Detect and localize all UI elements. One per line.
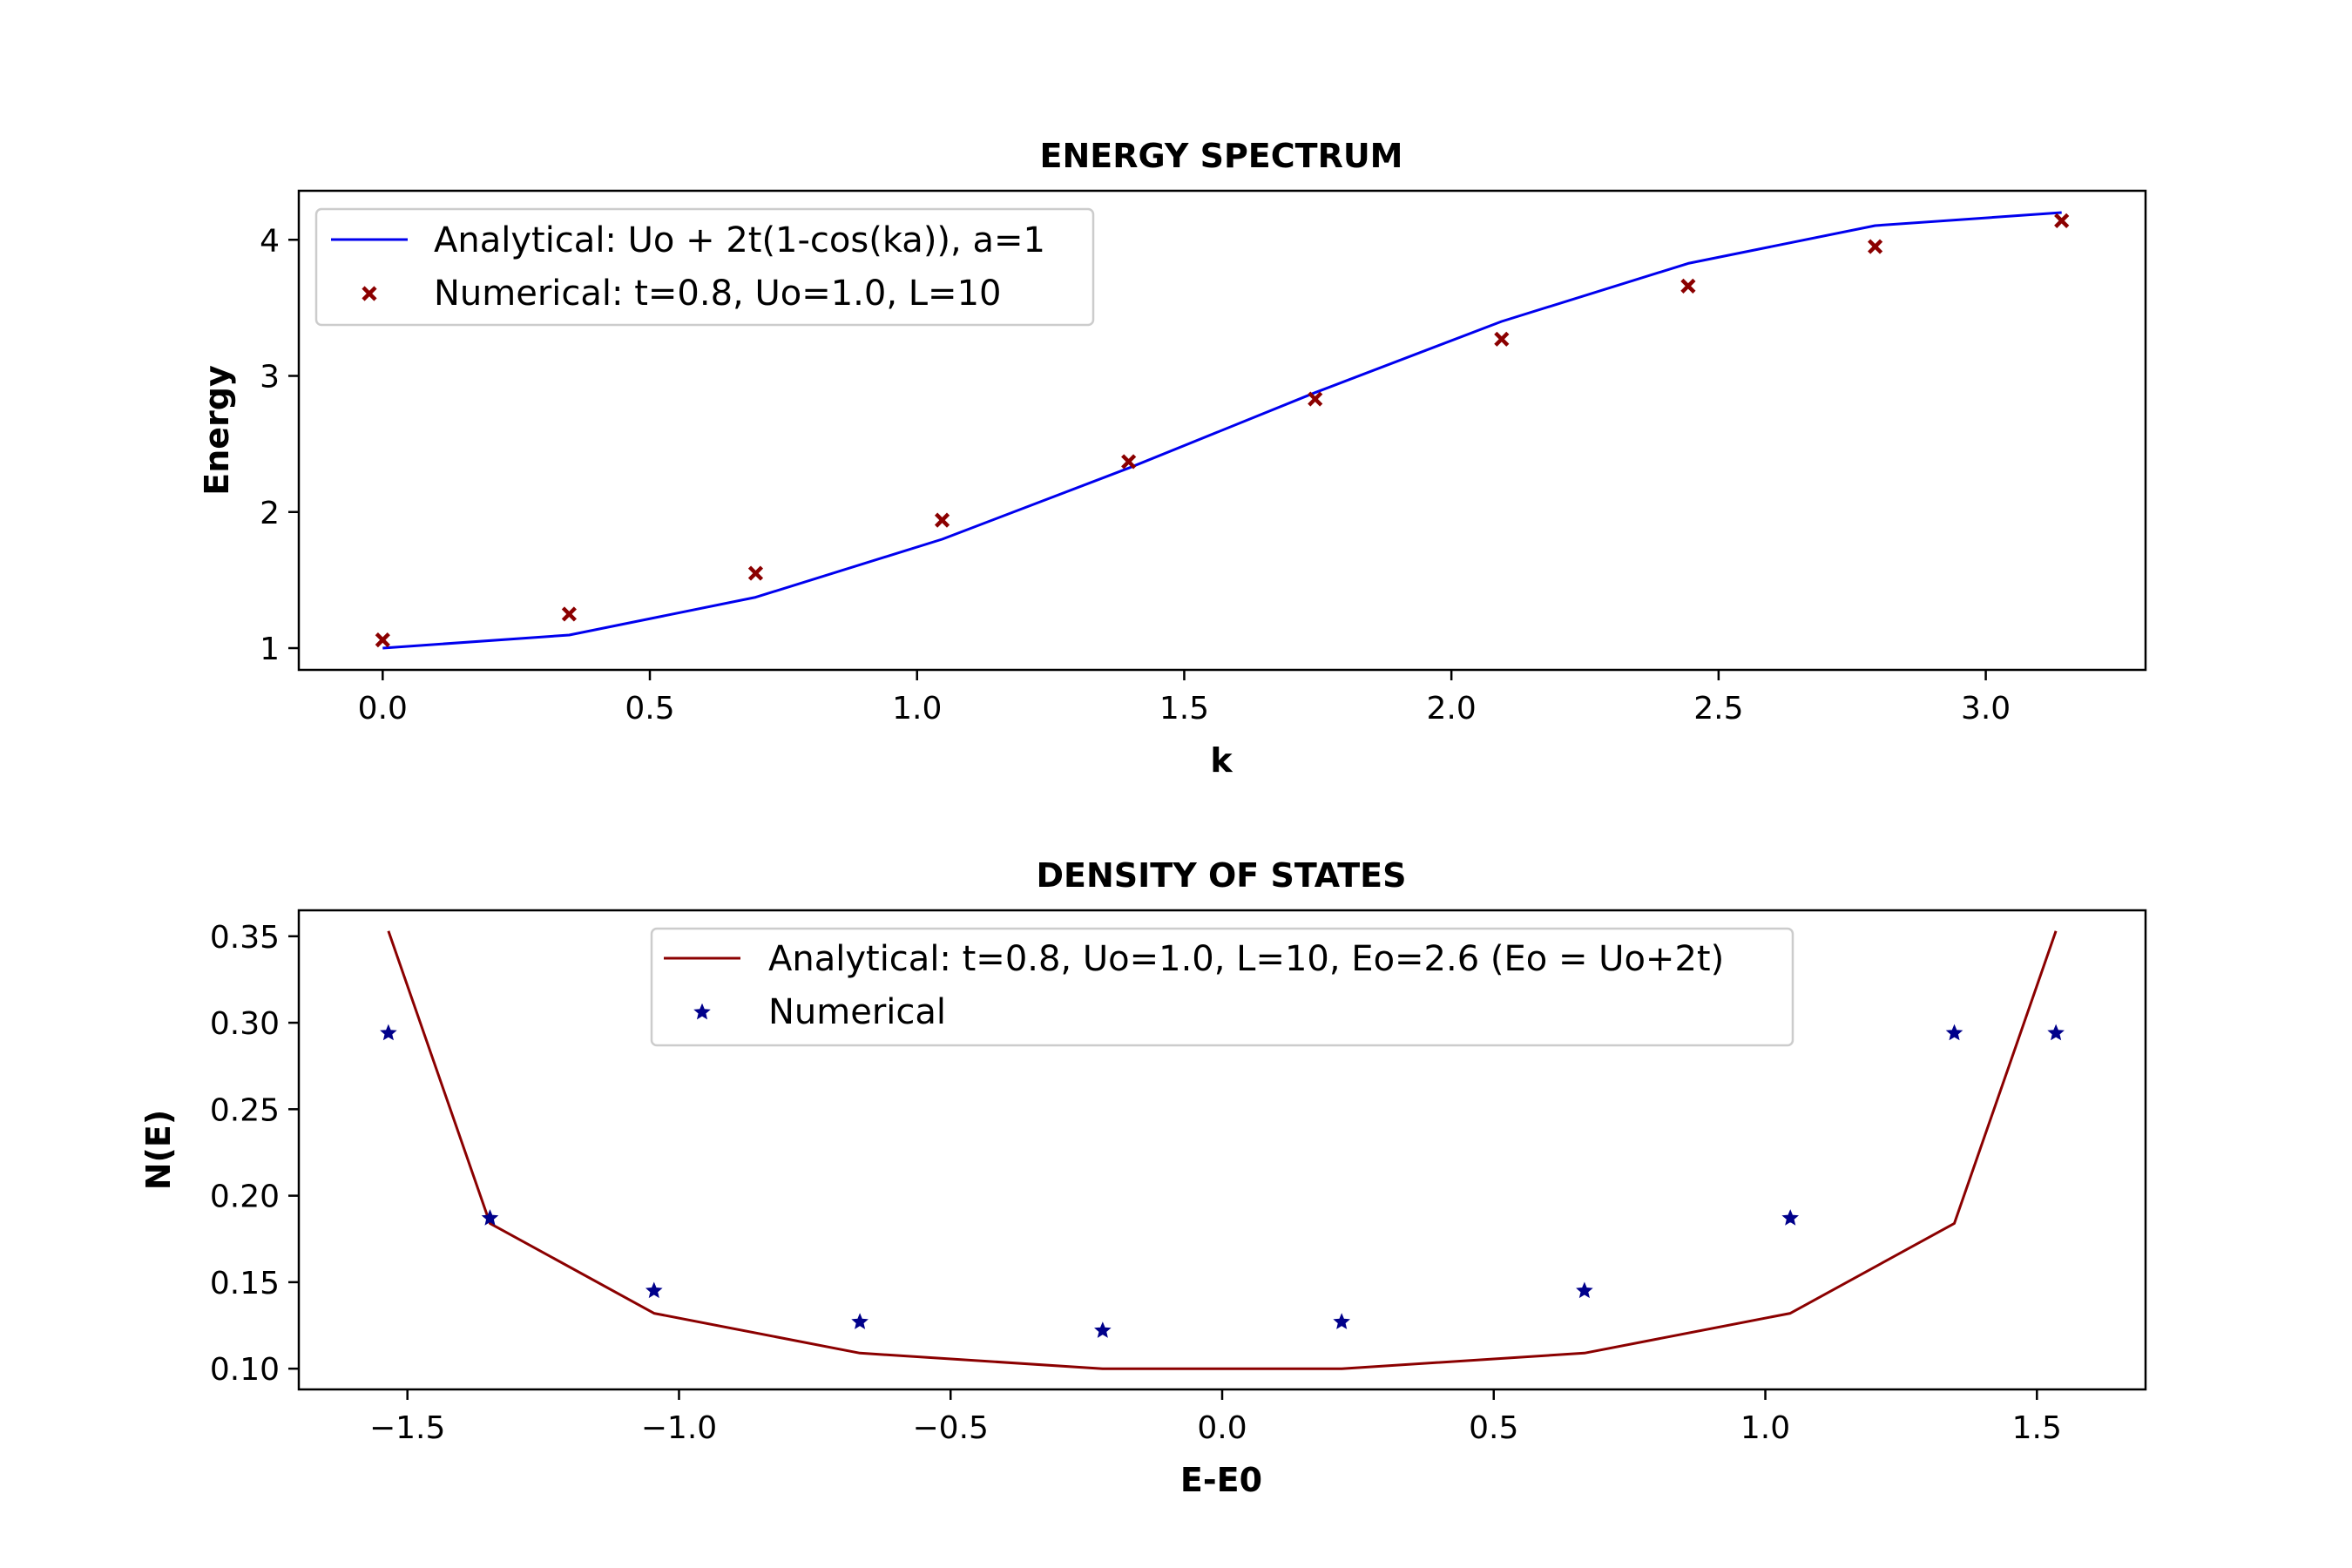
energy-xtick-label: 3.0 (1961, 691, 2011, 727)
energy-xtick-label: 0.5 (625, 691, 674, 727)
dos-ytick-label: 0.35 (210, 920, 280, 956)
energy-numerical-point (934, 512, 950, 528)
dos-analytical-series-line (387, 930, 2058, 1370)
density-of-states-xlabel: E-E0 (1180, 1461, 1262, 1499)
energy-spectrum-xlabel: k (1210, 741, 1233, 780)
energy-numerical-series (375, 213, 2070, 648)
dos-numerical-point (1576, 1281, 1593, 1299)
dos-numerical-point (645, 1281, 663, 1299)
density-of-states-plot: DENSITY OF STATES −1.5 −1.0 −0.5 0.0 0.5 1.0 1… (139, 856, 2147, 1499)
legend-dos-numerical-label: Numerical (768, 992, 946, 1032)
energy-analytical-series-line (382, 211, 2062, 650)
energy-xtick-label: 0.0 (358, 691, 408, 727)
legend-dos-analytical-label: Analytical: t=0.8, Uo=1.0, L=10, Eo=2.6 … (768, 939, 1724, 979)
energy-ytick-label: 2 (260, 496, 280, 531)
legend-analytical-label: Analytical: Uo + 2t(1-cos(ka)), a=1 (434, 220, 1045, 260)
energy-spectrum-title: ENERGY SPECTRUM (1040, 137, 1403, 175)
dos-numerical-point (481, 1209, 499, 1226)
energy-ytick-label: 3 (260, 360, 280, 395)
density-of-states-ylabel: N(E) (139, 1110, 178, 1191)
legend-numerical-x-marker (362, 286, 377, 301)
dos-xtick-label: 0.5 (1469, 1410, 1518, 1446)
dos-ytick-label: 0.25 (210, 1092, 280, 1128)
energy-numerical-point (375, 632, 390, 648)
density-of-states-legend-box (650, 927, 1794, 1047)
energy-numerical-point (1680, 278, 1696, 294)
energy-spectrum-plot: ENERGY SPECTRUM 0.0 0.5 1.0 1.5 2.0 2.5 3.0 1 2 3… (198, 137, 2147, 780)
dos-numerical-point (1781, 1209, 1800, 1226)
dos-xtick-label: −1.0 (641, 1410, 717, 1446)
dos-xtick-label: 1.5 (2012, 1410, 2062, 1446)
dos-ytick-label: 0.20 (210, 1179, 280, 1215)
energy-numerical-point (1121, 454, 1137, 470)
energy-numerical-point (1308, 391, 1323, 407)
dos-xtick-label: −0.5 (913, 1410, 989, 1446)
dos-ytick-label: 0.15 (210, 1266, 280, 1301)
energy-numerical-point (561, 606, 577, 622)
dos-numerical-point (380, 1024, 397, 1041)
legend-dos-numerical-star-marker (693, 1003, 711, 1020)
energy-ytick-label: 4 (260, 223, 280, 259)
dos-xtick-label: 0.0 (1197, 1410, 1247, 1446)
dos-numerical-point (851, 1313, 868, 1329)
energy-spectrum-legend-box (314, 207, 1095, 327)
energy-spectrum-legend: Analytical: Uo + 2t(1-cos(ka)), a=1 Nume… (314, 207, 1095, 327)
energy-spectrum-axes-frame (297, 189, 2147, 672)
legend-numerical-label: Numerical: t=0.8, Uo=1.0, L=10 (434, 274, 1001, 314)
energy-xtick-label: 2.5 (1693, 691, 1743, 727)
energy-numerical-point (1494, 331, 1510, 347)
energy-numerical-point (747, 565, 764, 581)
energy-xtick-label: 1.0 (892, 691, 942, 727)
energy-spectrum-ylabel: Energy (198, 365, 236, 496)
density-of-states-title: DENSITY OF STATES (1036, 856, 1406, 895)
dos-xtick-label: −1.5 (369, 1410, 445, 1446)
density-of-states-legend: Analytical: t=0.8, Uo=1.0, L=10, Eo=2.6 … (650, 927, 1794, 1047)
energy-xtick-label: 1.5 (1159, 691, 1209, 727)
dos-ytick-label: 0.10 (210, 1352, 280, 1388)
dos-ytick-label: 0.30 (210, 1006, 280, 1042)
dos-numerical-point (1945, 1024, 1963, 1041)
energy-ytick-label: 1 (260, 632, 280, 667)
dos-numerical-series (380, 1024, 2065, 1338)
dos-numerical-point (1333, 1313, 1350, 1329)
energy-numerical-point (1868, 239, 1883, 254)
dos-numerical-point (1094, 1321, 1112, 1338)
energy-xtick-label: 2.0 (1427, 691, 1477, 727)
dos-numerical-point (2047, 1024, 2065, 1041)
energy-numerical-point (2054, 213, 2070, 228)
dos-xtick-label: 1.0 (1740, 1410, 1790, 1446)
